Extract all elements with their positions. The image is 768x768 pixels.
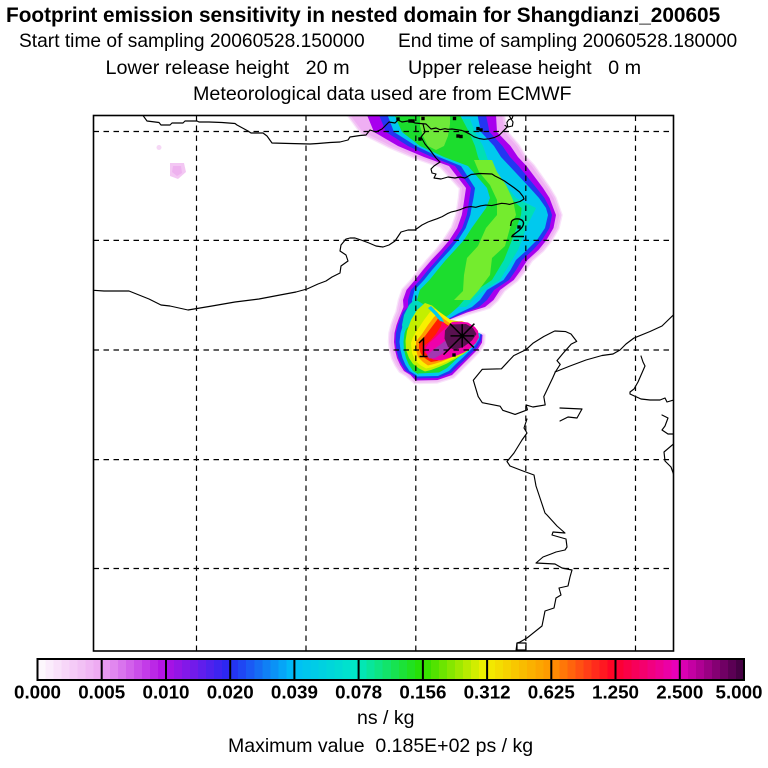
svg-text:0.000: 0.000 — [14, 682, 61, 703]
svg-text:0.625: 0.625 — [528, 682, 575, 703]
svg-text:0.078: 0.078 — [335, 682, 382, 703]
svg-text:0.020: 0.020 — [207, 682, 254, 703]
svg-text:2.500: 2.500 — [656, 682, 703, 703]
svg-text:0.312: 0.312 — [464, 682, 511, 703]
svg-text:5.000: 5.000 — [716, 682, 763, 703]
svg-text:0.010: 0.010 — [143, 682, 190, 703]
svg-text:1.250: 1.250 — [592, 682, 639, 703]
svg-text:0.156: 0.156 — [399, 682, 446, 703]
svg-text:0.005: 0.005 — [78, 682, 125, 703]
svg-text:0.039: 0.039 — [271, 682, 318, 703]
